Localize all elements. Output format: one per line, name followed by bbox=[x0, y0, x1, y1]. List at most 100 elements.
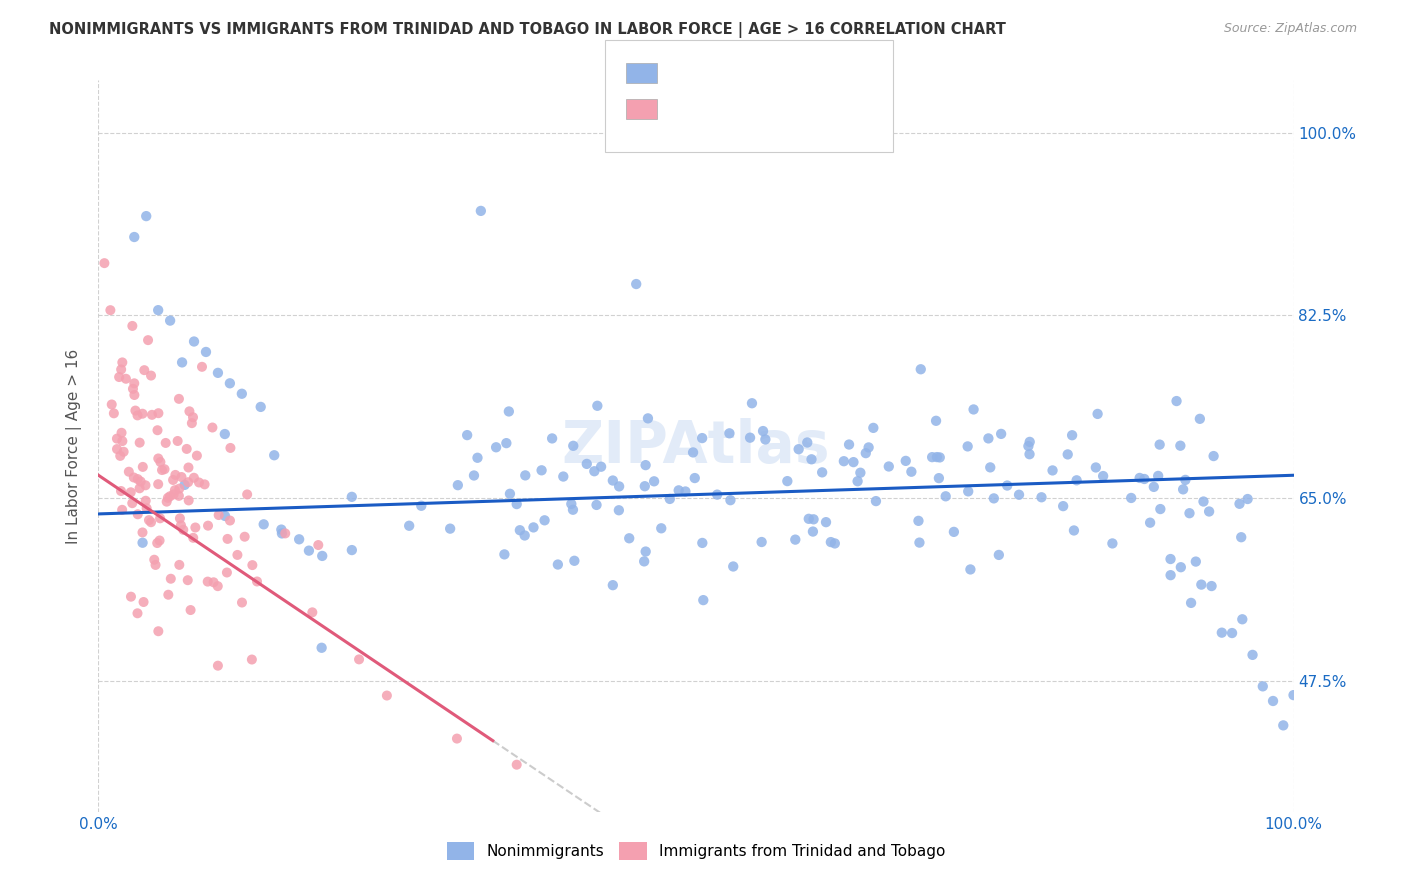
Point bbox=[207, 579, 229, 593]
Point bbox=[1052, 499, 1074, 513]
Point bbox=[673, 484, 696, 499]
Point bbox=[214, 508, 236, 523]
Point bbox=[148, 406, 170, 420]
Point bbox=[1139, 516, 1161, 530]
Point bbox=[842, 455, 865, 469]
Point bbox=[184, 520, 207, 534]
Point bbox=[692, 536, 714, 550]
Point bbox=[983, 491, 1005, 506]
Point bbox=[194, 477, 217, 491]
Point bbox=[167, 489, 190, 503]
Point bbox=[803, 512, 825, 526]
Point bbox=[191, 359, 214, 374]
Point bbox=[103, 406, 125, 420]
Point bbox=[591, 459, 613, 474]
Point bbox=[634, 458, 657, 472]
Point bbox=[231, 386, 253, 401]
Point bbox=[131, 535, 153, 549]
Point bbox=[820, 535, 842, 549]
Point bbox=[562, 439, 585, 453]
Point bbox=[1171, 483, 1194, 497]
Point bbox=[751, 535, 773, 549]
Point bbox=[1185, 555, 1208, 569]
Point bbox=[470, 203, 492, 218]
Point bbox=[862, 421, 884, 435]
Point bbox=[122, 382, 145, 396]
Point bbox=[560, 497, 582, 511]
Point bbox=[1261, 694, 1284, 708]
Point bbox=[139, 515, 162, 529]
Point bbox=[723, 559, 745, 574]
Point bbox=[138, 513, 160, 527]
Point bbox=[1062, 428, 1084, 442]
Point bbox=[127, 508, 149, 522]
Point bbox=[124, 230, 146, 244]
Point bbox=[811, 466, 834, 480]
Point bbox=[900, 465, 922, 479]
Point bbox=[249, 400, 271, 414]
Point bbox=[197, 574, 219, 589]
Point bbox=[141, 408, 163, 422]
Point bbox=[634, 479, 657, 493]
Point bbox=[928, 450, 950, 465]
Point bbox=[149, 511, 172, 525]
Point bbox=[110, 425, 132, 440]
Point bbox=[121, 496, 143, 510]
Point bbox=[122, 470, 145, 484]
Point bbox=[832, 454, 855, 468]
Point bbox=[682, 445, 704, 459]
Point bbox=[957, 484, 980, 499]
Point bbox=[494, 548, 516, 562]
Point bbox=[1160, 568, 1182, 582]
Point bbox=[585, 498, 607, 512]
Point bbox=[108, 370, 131, 384]
Point bbox=[207, 366, 229, 380]
Point bbox=[217, 532, 239, 546]
Point bbox=[180, 603, 202, 617]
Point bbox=[1251, 679, 1274, 693]
Point bbox=[398, 518, 420, 533]
Point bbox=[1170, 560, 1192, 574]
Point bbox=[1202, 449, 1225, 463]
Legend: Nonimmigrants, Immigrants from Trinidad and Tobago: Nonimmigrants, Immigrants from Trinidad … bbox=[440, 837, 952, 866]
Point bbox=[156, 491, 179, 505]
Point bbox=[547, 558, 569, 572]
Point bbox=[127, 472, 149, 486]
Point bbox=[201, 420, 224, 434]
Point bbox=[1180, 596, 1202, 610]
Point bbox=[110, 483, 132, 498]
Point bbox=[690, 431, 713, 445]
Point bbox=[633, 554, 655, 568]
Text: NONIMMIGRANTS VS IMMIGRANTS FROM TRINIDAD AND TOBAGO IN LABOR FORCE | AGE > 16 C: NONIMMIGRANTS VS IMMIGRANTS FROM TRINIDA… bbox=[49, 22, 1007, 38]
Point bbox=[530, 463, 553, 477]
Point bbox=[233, 530, 256, 544]
Point bbox=[215, 566, 238, 580]
Point bbox=[340, 490, 363, 504]
Point bbox=[170, 470, 193, 484]
Point bbox=[533, 513, 555, 527]
Point bbox=[135, 493, 157, 508]
Point bbox=[754, 433, 776, 447]
Point bbox=[298, 543, 321, 558]
Point bbox=[1170, 439, 1192, 453]
Point bbox=[1189, 577, 1212, 591]
Point bbox=[166, 434, 188, 448]
Text: R = -0.431   N = 113: R = -0.431 N = 113 bbox=[668, 101, 828, 115]
Point bbox=[752, 424, 775, 438]
Point bbox=[1160, 552, 1182, 566]
Point bbox=[962, 402, 984, 417]
Point bbox=[1149, 502, 1171, 516]
Point bbox=[855, 446, 877, 460]
Point bbox=[111, 434, 134, 448]
Point bbox=[177, 493, 200, 508]
Point bbox=[824, 536, 846, 550]
Point bbox=[145, 558, 167, 572]
Point bbox=[183, 334, 205, 349]
Point bbox=[1282, 688, 1305, 702]
Point bbox=[150, 463, 173, 477]
Point bbox=[219, 514, 242, 528]
Point bbox=[1147, 469, 1170, 483]
Point bbox=[908, 535, 931, 549]
Point bbox=[564, 554, 586, 568]
Point bbox=[148, 477, 170, 491]
